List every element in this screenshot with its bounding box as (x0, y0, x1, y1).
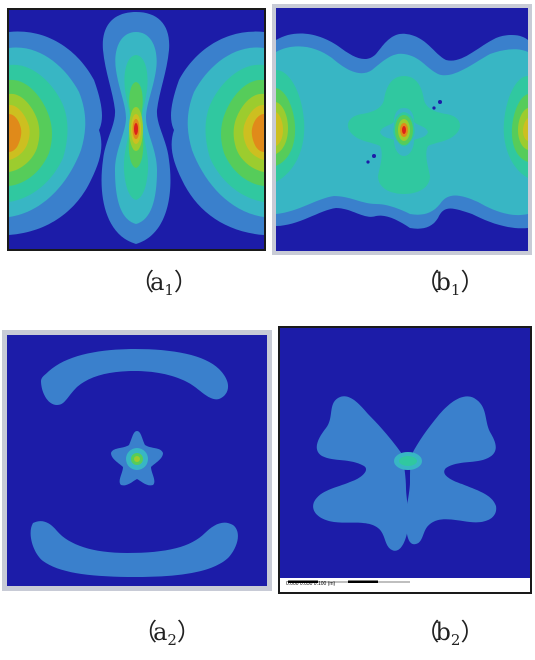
caption-open-paren: （ (415, 268, 440, 296)
left-lobe-b1 (276, 70, 305, 182)
contour-panel-b1 (272, 4, 532, 255)
caption-open-paren: （ (130, 268, 155, 296)
contour-plot-a1 (9, 10, 264, 249)
caption-letter: b (435, 268, 451, 296)
caption-index: 2 (450, 631, 461, 649)
caption-close-paren: ） (173, 268, 198, 296)
left-lobe-a1 (9, 31, 102, 235)
contour-panel-a2 (2, 330, 272, 591)
contour-panel-a1 (7, 8, 266, 251)
caption-a2: （a2） (115, 612, 215, 652)
caption-open-paren: （ (133, 618, 158, 646)
center-column-a1 (101, 12, 171, 244)
caption-index: 1 (450, 281, 461, 299)
scale-bar-label: 0.000 0.050 0.100 (m) (286, 581, 336, 587)
caption-a1: （a1） (112, 262, 212, 302)
contour-panel-b2 (278, 326, 532, 594)
caption-letter: b (435, 618, 451, 646)
caption-b1: （b1） (398, 262, 498, 302)
caption-index: 2 (167, 631, 177, 649)
contour-plot-b1 (276, 8, 528, 251)
caption-open-paren: （ (415, 618, 440, 646)
caption-close-paren: ） (460, 268, 485, 296)
caption-letter: a (153, 618, 168, 646)
right-lobe-b1 (503, 76, 528, 178)
caption-close-paren: ） (176, 618, 201, 646)
caption-close-paren: ） (460, 618, 485, 646)
contour-plot-a2 (7, 335, 267, 586)
caption-b2: （b2） (398, 612, 498, 652)
caption-letter: a (150, 268, 165, 296)
caption-index: 1 (164, 281, 174, 299)
contour-plot-b2 (280, 328, 530, 592)
right-lobe-a1 (171, 31, 264, 235)
